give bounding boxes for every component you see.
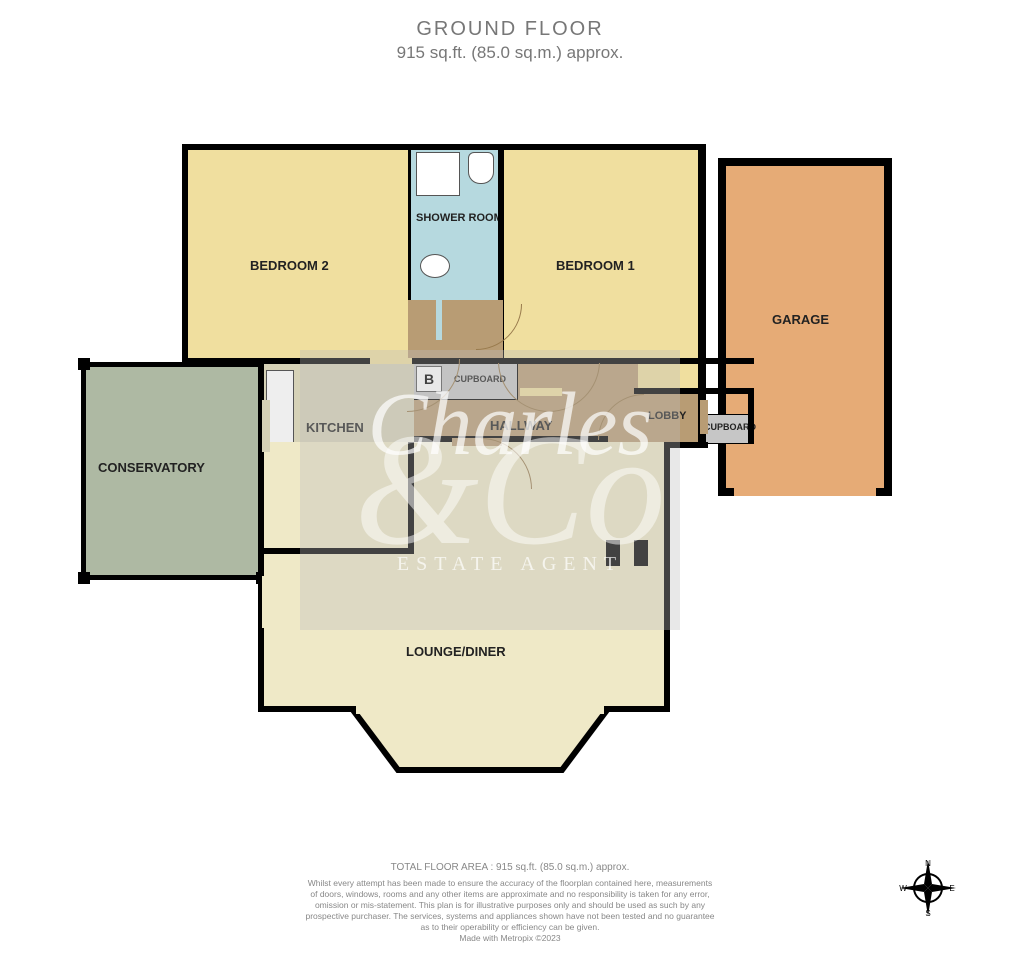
label-hallway: HALLWAY <box>490 418 552 433</box>
label-kitchen: KITCHEN <box>306 420 364 435</box>
fixture-basin <box>420 254 450 278</box>
bay-window <box>350 706 610 786</box>
label-bedroom2: BEDROOM 2 <box>250 258 329 273</box>
room-lounge <box>258 442 670 712</box>
boiler-label: B <box>424 371 434 387</box>
label-lobby: LOBBY <box>648 410 687 422</box>
footer-disclaimer-5: as to their operability or efficiency ca… <box>0 922 1020 933</box>
footer-disclaimer-1: Whilst every attempt has been made to en… <box>0 878 1020 889</box>
label-conservatory: CONSERVATORY <box>98 460 205 475</box>
label-lounge: LOUNGE/DINER <box>406 644 506 659</box>
label-shower: SHOWER ROOM <box>416 212 503 224</box>
footer-disclaimer-3: omission or mis-statement. This plan is … <box>0 900 1020 911</box>
room-garage <box>718 158 892 496</box>
label-garage: GARAGE <box>772 312 829 327</box>
label-cupboard1: CUPBOARD <box>454 374 506 384</box>
floor-plan: CONSERVATORY BEDROOM 2 SHOWER ROOM BEDRO… <box>0 0 1020 968</box>
fixture-fireplace <box>606 540 620 566</box>
fixture-boiler: B <box>416 366 442 392</box>
fixture-toilet <box>468 152 494 184</box>
room-bedroom2 <box>182 144 414 364</box>
footer-disclaimer-4: prospective purchaser. The services, sys… <box>0 911 1020 922</box>
label-bedroom1: BEDROOM 1 <box>556 258 635 273</box>
footer-area: TOTAL FLOOR AREA : 915 sq.ft. (85.0 sq.m… <box>0 861 1020 874</box>
fixture-shower-tray <box>416 152 460 196</box>
footer-disclaimer-2: of doors, windows, rooms and any other i… <box>0 889 1020 900</box>
footer: TOTAL FLOOR AREA : 915 sq.ft. (85.0 sq.m… <box>0 861 1020 944</box>
footer-credit: Made with Metropix ©2023 <box>0 933 1020 944</box>
